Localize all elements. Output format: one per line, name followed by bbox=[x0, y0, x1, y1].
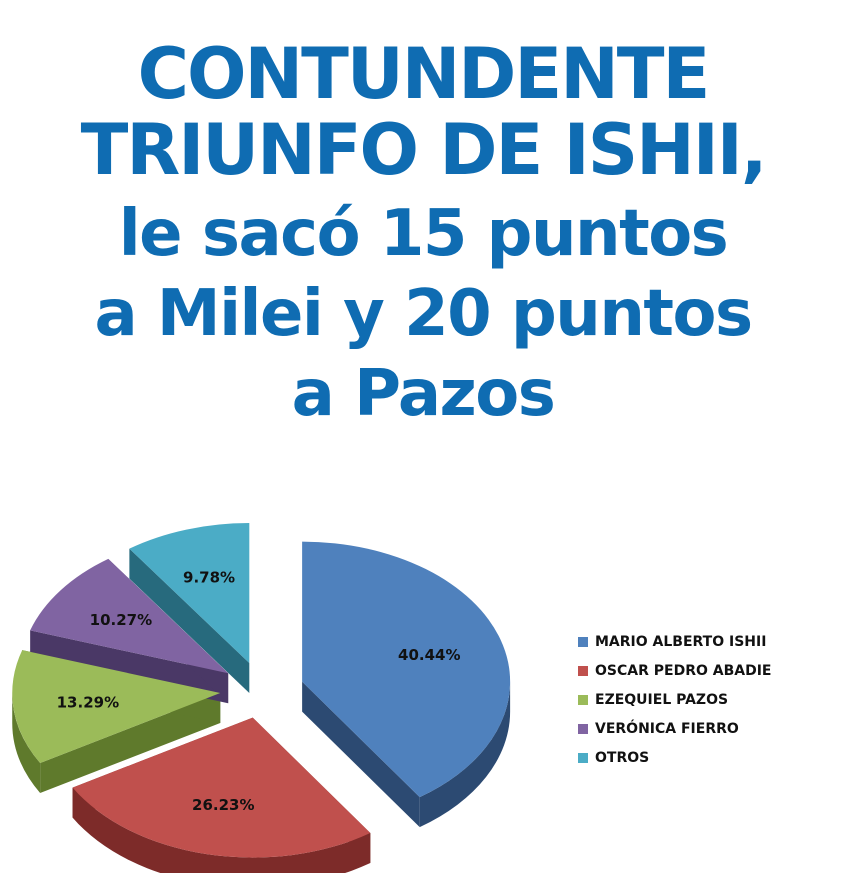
slice-side-mario-alberto-ishii bbox=[419, 681, 511, 828]
legend-label-ezequiel-pazos: EZEQUIEL PAZOS bbox=[595, 691, 729, 708]
legend-item-ezequiel-pazos: EZEQUIEL PAZOS bbox=[578, 685, 771, 714]
pie-labels: 40.44% 26.23% 13.29% 10.27% 9.78% bbox=[57, 569, 461, 814]
slice-ezequiel-pazos bbox=[12, 650, 221, 764]
headline-line-5: a Pazos bbox=[291, 357, 556, 431]
headline-line-2: TRIUNFO DE ISHII, bbox=[80, 109, 768, 191]
legend-item-mario-alberto-ishii: MARIO ALBERTO ISHII bbox=[578, 627, 771, 656]
headline-line-1: CONTUNDENTE bbox=[137, 33, 711, 115]
legend-item-oscar-pedro-abadie: OSCAR PEDRO ABADIE bbox=[578, 656, 771, 685]
slice-label-mario-alberto-ishii: 40.44% bbox=[398, 646, 460, 664]
slice-otros bbox=[129, 523, 250, 664]
legend-item-ver-nica-fierro: VERÓNICA FIERRO bbox=[578, 714, 771, 743]
slice-wall-mario-alberto-ishii-1 bbox=[302, 681, 420, 828]
headline: CONTUNDENTE TRIUNFO DE ISHII, le sacó 15… bbox=[0, 36, 846, 434]
legend-swatch-otros bbox=[578, 752, 588, 763]
slice-label-ver-nica-fierro: 10.27% bbox=[90, 611, 152, 629]
legend-label-oscar-pedro-abadie: OSCAR PEDRO ABADIE bbox=[595, 662, 772, 679]
pie-tops bbox=[12, 523, 511, 858]
pie-chart: 40.44% 26.23% 13.29% 10.27% 9.78% bbox=[12, 523, 511, 873]
slice-label-ezequiel-pazos: 13.29% bbox=[57, 694, 119, 712]
slice-wall-ezequiel-pazos-0 bbox=[40, 693, 221, 794]
headline-line-3: le sacó 15 puntos bbox=[118, 197, 729, 271]
legend-swatch-mario-alberto-ishii bbox=[578, 636, 588, 647]
legend-swatch-ver-nica-fierro bbox=[578, 723, 588, 734]
legend-label-mario-alberto-ishii: MARIO ALBERTO ISHII bbox=[595, 633, 767, 650]
legend-item-otros: OTROS bbox=[578, 743, 771, 772]
legend-swatch-ezequiel-pazos bbox=[578, 694, 588, 705]
legend-swatch-oscar-pedro-abadie bbox=[578, 665, 588, 676]
chart-legend: MARIO ALBERTO ISHII OSCAR PEDRO ABADIE EZE… bbox=[578, 627, 771, 772]
legend-label-otros: OTROS bbox=[595, 749, 650, 766]
slice-wall-otros-0 bbox=[129, 548, 250, 694]
slice-oscar-pedro-abadie bbox=[72, 717, 371, 858]
slice-side-oscar-pedro-abadie bbox=[72, 787, 371, 873]
slice-label-oscar-pedro-abadie: 26.23% bbox=[192, 796, 254, 814]
slice-mario-alberto-ishii bbox=[302, 541, 511, 798]
slice-side-ezequiel-pazos bbox=[12, 693, 41, 794]
legend-label-ver-nica-fierro: VERÓNICA FIERRO bbox=[595, 720, 739, 737]
headline-line-4: a Milei y 20 puntos bbox=[94, 277, 753, 351]
slice-label-otros: 9.78% bbox=[183, 569, 235, 587]
slice-ver-nica-fierro bbox=[30, 558, 229, 674]
